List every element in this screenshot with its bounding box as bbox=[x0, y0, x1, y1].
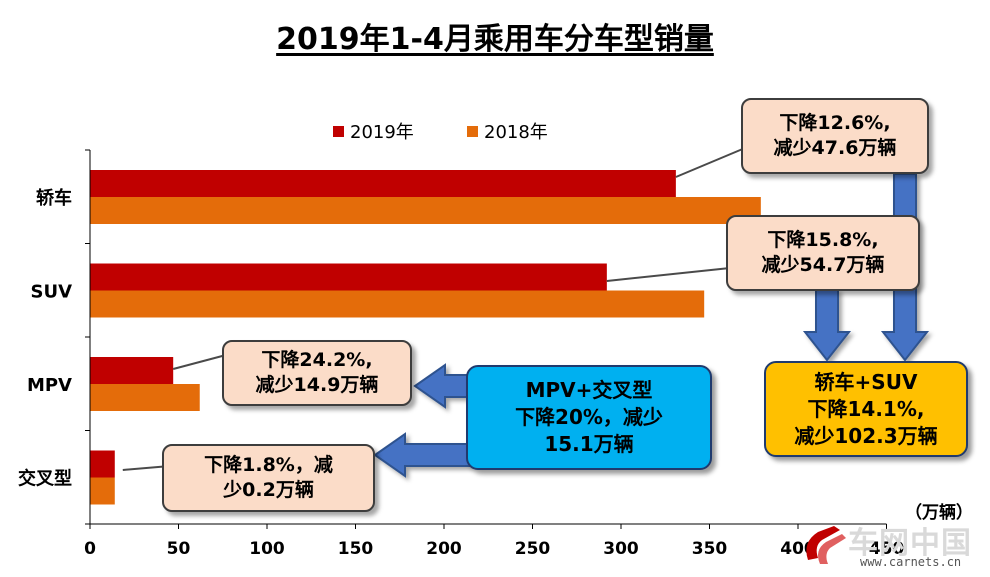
x-tick-label: 50 bbox=[167, 539, 191, 559]
y-tick-label: 轿车 bbox=[36, 187, 72, 209]
bar-交叉型-2019年 bbox=[90, 450, 115, 478]
callout-pointer bbox=[172, 354, 227, 370]
y-tick-label: SUV bbox=[30, 282, 72, 303]
summary-sedan-suv: 轿车+SUV 下降14.1%, 减少102.3万辆 bbox=[764, 361, 968, 457]
x-tick-label: 100 bbox=[249, 539, 285, 559]
bar-SUV-2019年 bbox=[90, 263, 607, 291]
callout-mpv: 下降24.2%, 减少14.9万辆 bbox=[222, 340, 412, 406]
callout-sedan: 下降12.6%, 减少47.6万辆 bbox=[741, 98, 929, 174]
x-tick-label: 250 bbox=[515, 539, 551, 559]
callout-suv-line2: 减少54.7万辆 bbox=[761, 254, 885, 276]
bar-MPV-2018年 bbox=[90, 384, 200, 411]
callout-mpv-line2: 减少14.9万辆 bbox=[255, 374, 379, 396]
x-tick-label: 0 bbox=[84, 539, 96, 559]
callout-crossover-line2: 少0.2万辆 bbox=[223, 479, 314, 501]
callout-suv: 下降15.8%, 减少54.7万辆 bbox=[726, 215, 920, 291]
left-arrow-icon bbox=[413, 363, 471, 409]
summary-sedan-suv-line2: 下降14.1%, bbox=[807, 396, 925, 421]
x-tick-label: 450 bbox=[869, 539, 905, 559]
watermark-text: 车网中国 bbox=[848, 526, 972, 561]
left-arrow-icon bbox=[373, 432, 471, 478]
legend-swatch-2019 bbox=[333, 125, 344, 137]
callout-sedan-line1: 下降12.6%, bbox=[779, 112, 891, 135]
callout-sedan-line2: 减少47.6万辆 bbox=[773, 137, 897, 159]
y-tick-label: 交叉型 bbox=[18, 468, 72, 490]
legend-label-2019: 2019年 bbox=[350, 122, 414, 143]
summary-sedan-suv-line3: 减少102.3万辆 bbox=[794, 423, 938, 448]
summary-mpv-line3: 15.1万辆 bbox=[544, 432, 634, 456]
callout-crossover: 下降1.8%，减 少0.2万辆 bbox=[162, 444, 375, 512]
x-tick-label: 300 bbox=[603, 539, 639, 559]
callout-suv-line1: 下降15.8%, bbox=[767, 229, 879, 252]
down-arrow-icon bbox=[802, 289, 852, 362]
summary-mpv-line2: 下降20%，减少 bbox=[515, 405, 663, 429]
bar-轿车-2019年 bbox=[90, 170, 676, 197]
bar-轿车-2018年 bbox=[90, 197, 761, 224]
legend-swatch-2018 bbox=[467, 125, 478, 137]
legend-label-2018: 2018年 bbox=[484, 122, 548, 143]
callout-pointer bbox=[675, 147, 746, 178]
callout-pointer bbox=[606, 267, 731, 282]
x-tick-label: 200 bbox=[426, 539, 462, 559]
y-tick-label: MPV bbox=[27, 375, 72, 396]
unit-label: （万辆） bbox=[905, 503, 973, 523]
callout-mpv-line1: 下降24.2%, bbox=[261, 349, 373, 372]
callout-crossover-line1: 下降1.8%，减 bbox=[204, 454, 333, 477]
x-tick-label: 350 bbox=[692, 539, 728, 559]
bar-交叉型-2018年 bbox=[90, 477, 115, 505]
summary-sedan-suv-line1: 轿车+SUV bbox=[814, 369, 918, 394]
watermark-url: www.carnets.cn bbox=[860, 555, 962, 569]
summary-mpv-crossover: MPV+交叉型 下降20%，减少 15.1万辆 bbox=[466, 365, 712, 470]
watermark-logo-icon bbox=[806, 526, 846, 564]
legend-2018: 2018年 bbox=[467, 118, 548, 144]
summary-mpv-line1: MPV+交叉型 bbox=[525, 378, 653, 402]
legend-2019: 2019年 bbox=[333, 118, 414, 144]
bar-SUV-2018年 bbox=[90, 290, 705, 318]
chart-title: 2019年1-4月乘用车分车型销量 bbox=[276, 22, 714, 57]
bar-MPV-2019年 bbox=[90, 357, 174, 384]
x-tick-label: 150 bbox=[338, 539, 374, 559]
